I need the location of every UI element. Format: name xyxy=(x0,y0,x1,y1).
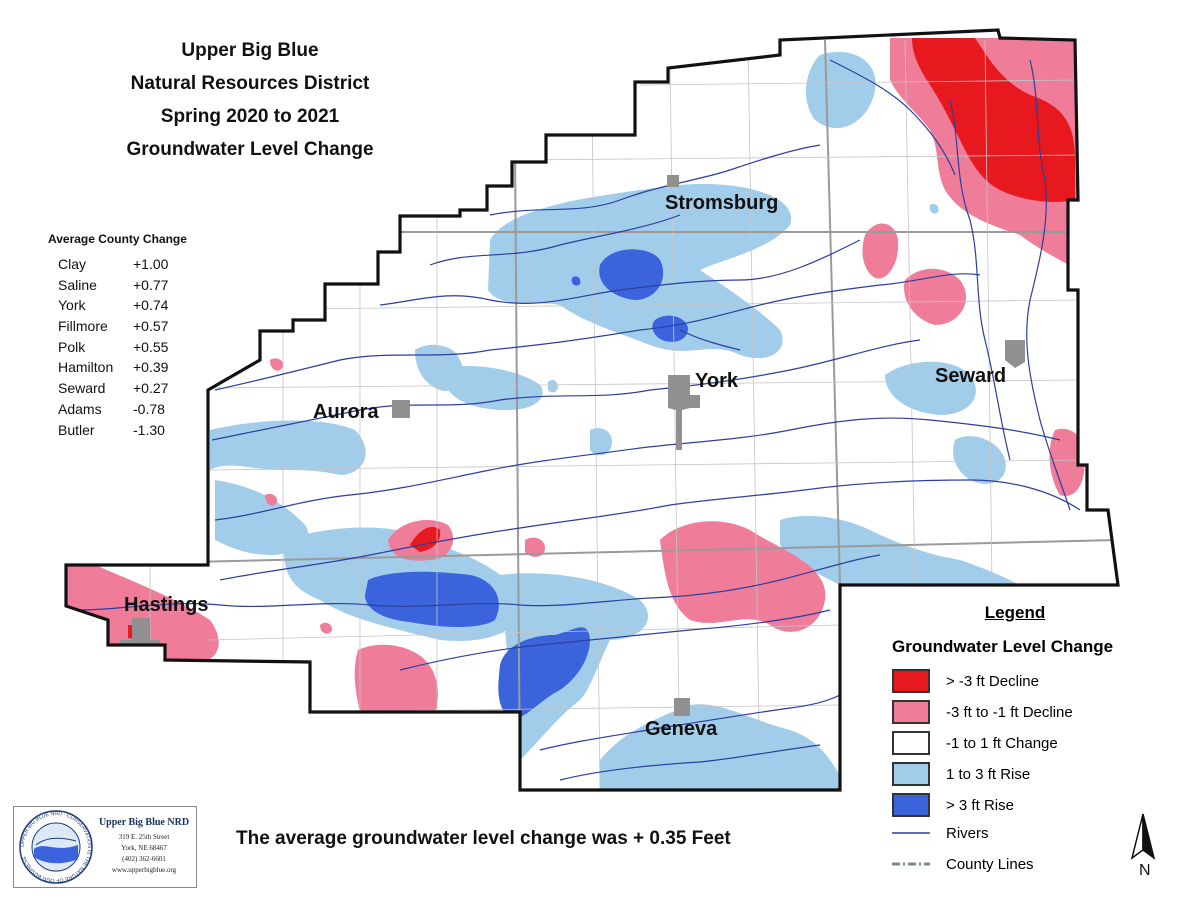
legend-swatch xyxy=(892,700,930,724)
legend-title: Legend xyxy=(984,603,1046,622)
legend-label: Rivers xyxy=(946,824,989,842)
county-value: +0.55 xyxy=(133,338,169,355)
county-row: Saline +0.77 xyxy=(48,275,187,296)
county-value: -0.78 xyxy=(133,400,165,417)
city-label-stromsburg: Stromsburg xyxy=(665,192,779,214)
legend-item-high-rise: > 3 ft Rise xyxy=(892,792,1014,818)
city-label-seward: Seward xyxy=(935,365,1007,387)
county-name: Polk xyxy=(58,338,86,355)
city-label-york: York xyxy=(695,370,738,392)
county-row: Butler -1.30 xyxy=(48,420,187,441)
county-value: +0.77 xyxy=(133,276,169,293)
legend: Legend Groundwater Level Change xyxy=(880,603,1180,657)
city-label-geneva: Geneva xyxy=(645,718,718,740)
legend-item-rise: 1 to 3 ft Rise xyxy=(892,761,1030,787)
county-row: Fillmore +0.57 xyxy=(48,316,187,337)
map-title: Upper Big Blue Natural Resources Distric… xyxy=(95,34,405,166)
logo-text: Upper Big Blue NRD 319 E. 25th Street Yo… xyxy=(96,817,192,876)
county-row: Adams -0.78 xyxy=(48,399,187,420)
county-row: Seward +0.27 xyxy=(48,378,187,399)
logo-address-2: York, NE 68467 xyxy=(121,844,167,852)
title-line-2: Natural Resources District xyxy=(130,73,370,94)
title-line-3: Spring 2020 to 2021 xyxy=(160,106,340,127)
legend-swatch xyxy=(892,669,930,693)
county-name: York xyxy=(58,297,86,314)
legend-label: County Lines xyxy=(946,855,1034,873)
legend-label: 1 to 3 ft Rise xyxy=(946,765,1031,783)
county-value: +0.39 xyxy=(133,359,169,376)
rivers xyxy=(79,59,1081,781)
legend-item-rivers: Rivers xyxy=(946,820,989,846)
legend-label: > -3 ft Decline xyxy=(946,672,1039,690)
county-value: +0.57 xyxy=(133,318,169,335)
county-name: Butler xyxy=(58,421,95,438)
county-row: York +0.74 xyxy=(48,295,187,316)
district-boundary xyxy=(64,28,1120,792)
summary-text: The average groundwater level change was… xyxy=(236,828,731,849)
legend-label: -3 ft to -1 ft Decline xyxy=(946,703,1073,721)
county-name: Fillmore xyxy=(58,318,108,335)
county-name: Saline xyxy=(58,276,97,293)
logo-phone: (402) 362-6601 xyxy=(122,855,166,863)
title-line-1: Upper Big Blue xyxy=(181,40,319,61)
county-row: Polk +0.55 xyxy=(48,337,187,358)
logo-name: Upper Big Blue NRD xyxy=(98,817,190,828)
title-line-4: Groundwater Level Change xyxy=(126,139,374,160)
legend-item-decline: -3 ft to -1 ft Decline xyxy=(892,699,1073,725)
section-grid xyxy=(149,39,1086,790)
legend-subtitle: Groundwater Level Change xyxy=(892,637,1114,656)
county-row: Clay +1.00 xyxy=(48,254,187,275)
county-value: -1.30 xyxy=(133,421,165,438)
county-change-table: Average County Change Clay +1.00 Saline … xyxy=(48,232,187,440)
legend-swatch xyxy=(892,731,930,755)
legend-item-neutral: -1 to 1 ft Change xyxy=(892,730,1058,756)
county-name: Seward xyxy=(58,380,106,397)
county-name: Hamilton xyxy=(58,359,114,376)
legend-swatch xyxy=(892,793,930,817)
county-name: Clay xyxy=(58,256,87,272)
county-change-heading: Average County Change xyxy=(48,232,187,246)
nrd-logo-box: UPPER BIG BLUE NRD · CONSERVATION IS THE… xyxy=(13,806,197,888)
county-row: Hamilton +0.39 xyxy=(48,357,187,378)
legend-swatch xyxy=(892,762,930,786)
city-label-aurora: Aurora xyxy=(313,401,379,423)
legend-label: > 3 ft Rise xyxy=(946,796,1014,814)
north-arrow-icon xyxy=(1130,813,1156,860)
legend-item-severe-decline: > -3 ft Decline xyxy=(892,668,1039,694)
county-value: +0.27 xyxy=(133,380,169,397)
county-value: +1.00 xyxy=(133,256,169,272)
logo-website: www.upperbigblue.org xyxy=(111,866,177,874)
city-label-hastings: Hastings xyxy=(124,594,209,616)
legend-item-county-lines: County Lines xyxy=(946,851,1034,877)
high-rise-zones xyxy=(365,249,688,720)
nrd-logo-icon: UPPER BIG BLUE NRD · CONSERVATION IS THE… xyxy=(19,810,93,884)
county-name: Adams xyxy=(58,400,102,417)
north-label: N xyxy=(1139,862,1151,879)
logo-address-1: 319 E. 25th Street xyxy=(118,833,170,841)
county-value: +0.74 xyxy=(133,297,169,314)
legend-label: -1 to 1 ft Change xyxy=(946,734,1058,752)
